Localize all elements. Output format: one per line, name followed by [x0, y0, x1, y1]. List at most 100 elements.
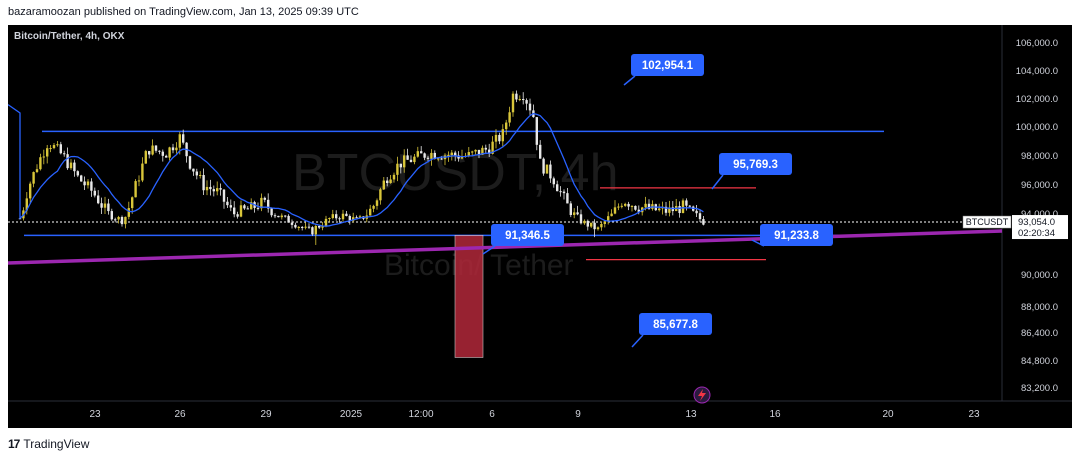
- time-tick-label: 9: [575, 409, 581, 420]
- candle-body: [331, 214, 334, 219]
- candle-body: [216, 188, 219, 192]
- price-tick-label: 102,000.0: [1016, 94, 1058, 105]
- candle-body: [369, 208, 372, 216]
- candle-body: [168, 147, 171, 158]
- candle-body: [209, 186, 212, 190]
- candle-body: [556, 184, 559, 192]
- candle-body: [501, 129, 504, 142]
- candle-body: [515, 93, 518, 100]
- candle-body: [389, 179, 392, 184]
- candle-body: [66, 154, 69, 169]
- candle-body: [338, 218, 341, 220]
- candle-body: [25, 198, 28, 211]
- candle-body: [620, 205, 623, 207]
- price-tick-label: 100,000.0: [1016, 122, 1058, 133]
- candle-body: [678, 206, 681, 214]
- annotation-label: 85,677.8: [653, 319, 698, 331]
- footer-brand: TradingView: [23, 437, 90, 451]
- price-chart[interactable]: BTCUSDT, 4h Bitcoin/ Tether Bitcoin/Teth…: [7, 25, 1072, 428]
- candle-body: [685, 200, 688, 206]
- candle-body: [460, 156, 464, 159]
- candle-body: [399, 163, 402, 168]
- annotation-label: 102,954.1: [642, 60, 694, 72]
- candle-body: [83, 181, 86, 186]
- candle-body: [423, 153, 426, 158]
- candle-body: [335, 214, 338, 219]
- candle-body: [375, 200, 379, 206]
- candle-body: [90, 181, 93, 191]
- time-tick-label: 23: [968, 409, 980, 420]
- candle-body: [491, 141, 494, 154]
- candle-body: [552, 178, 555, 185]
- candle-body: [433, 152, 436, 159]
- chart-frame[interactable]: BTCUSDT, 4h Bitcoin/ Tether Bitcoin/Teth…: [7, 25, 1072, 428]
- annotation-label-box: [719, 153, 792, 175]
- annotation-label-box: [631, 54, 704, 76]
- last-price-value: 93,054.0: [1018, 217, 1055, 228]
- candle-body: [341, 213, 345, 220]
- demand-zone-box[interactable]: [454, 235, 484, 358]
- candle-body: [321, 226, 324, 228]
- tradingview-logo-icon: 17: [8, 437, 20, 451]
- time-tick-label: 16: [769, 409, 781, 420]
- candle-body: [260, 197, 263, 209]
- candle-body: [525, 100, 528, 104]
- candle-body: [545, 164, 549, 174]
- candle-body: [131, 197, 134, 209]
- candle-body: [314, 225, 317, 235]
- rising-trendline[interactable]: [7, 229, 1003, 265]
- candle-body: [273, 215, 277, 217]
- candle-body: [161, 151, 164, 156]
- candle-body: [596, 227, 600, 230]
- candle-body: [188, 156, 192, 169]
- candle-body: [494, 134, 498, 142]
- price-tick-label: 83,200.0: [1021, 383, 1058, 394]
- candle-body: [151, 145, 154, 155]
- candle-body: [318, 225, 321, 228]
- candle-body: [59, 144, 62, 154]
- candle-body: [603, 221, 606, 224]
- candle-body: [284, 215, 287, 217]
- candle-body: [658, 208, 661, 211]
- candle-body: [688, 205, 691, 207]
- candle-body: [107, 203, 110, 212]
- price-annotations[interactable]: 102,954.1 95,769.3 91,346.5 91,233.8 85,677.…: [482, 54, 833, 348]
- candle-body: [542, 158, 545, 174]
- candle-body: [63, 153, 66, 155]
- candle-body: [420, 151, 423, 154]
- candle-body: [396, 163, 399, 175]
- candle-body: [382, 180, 385, 190]
- candle-body: [202, 175, 205, 191]
- bar-countdown: 02:20:34: [1018, 228, 1055, 239]
- candle-body: [702, 219, 705, 225]
- candle-body: [630, 205, 634, 207]
- candle-body: [573, 212, 576, 215]
- candle-body: [124, 216, 127, 225]
- candle-body: [355, 217, 358, 219]
- candle-body: [522, 99, 525, 101]
- candle-body: [447, 155, 450, 157]
- ticker-badge: [962, 215, 1012, 229]
- candle-body: [42, 156, 45, 158]
- candle-body: [35, 169, 39, 173]
- lightning-icon[interactable]: [693, 386, 711, 404]
- last-price-badge: [1012, 215, 1068, 240]
- time-axis[interactable]: 23 26 29 2025 12:00 6 9 13 16 20 23: [89, 409, 980, 420]
- candle-body: [406, 155, 409, 160]
- candle-body: [535, 117, 538, 145]
- candle-body: [562, 191, 566, 194]
- candle-body: [586, 220, 589, 227]
- annotation-label: 95,769.3: [733, 159, 778, 171]
- price-tick-label: 98,000.0: [1021, 151, 1058, 162]
- candle-body: [488, 149, 491, 154]
- candle-body: [148, 151, 151, 155]
- candle-body: [277, 215, 280, 218]
- candle-body: [171, 147, 175, 151]
- candle-body: [698, 213, 702, 220]
- candle-body: [294, 224, 297, 228]
- candle-body: [290, 222, 294, 225]
- candle-body: [69, 162, 73, 169]
- candle-body: [127, 208, 130, 217]
- candle-body: [498, 134, 501, 142]
- candle-body: [199, 175, 202, 177]
